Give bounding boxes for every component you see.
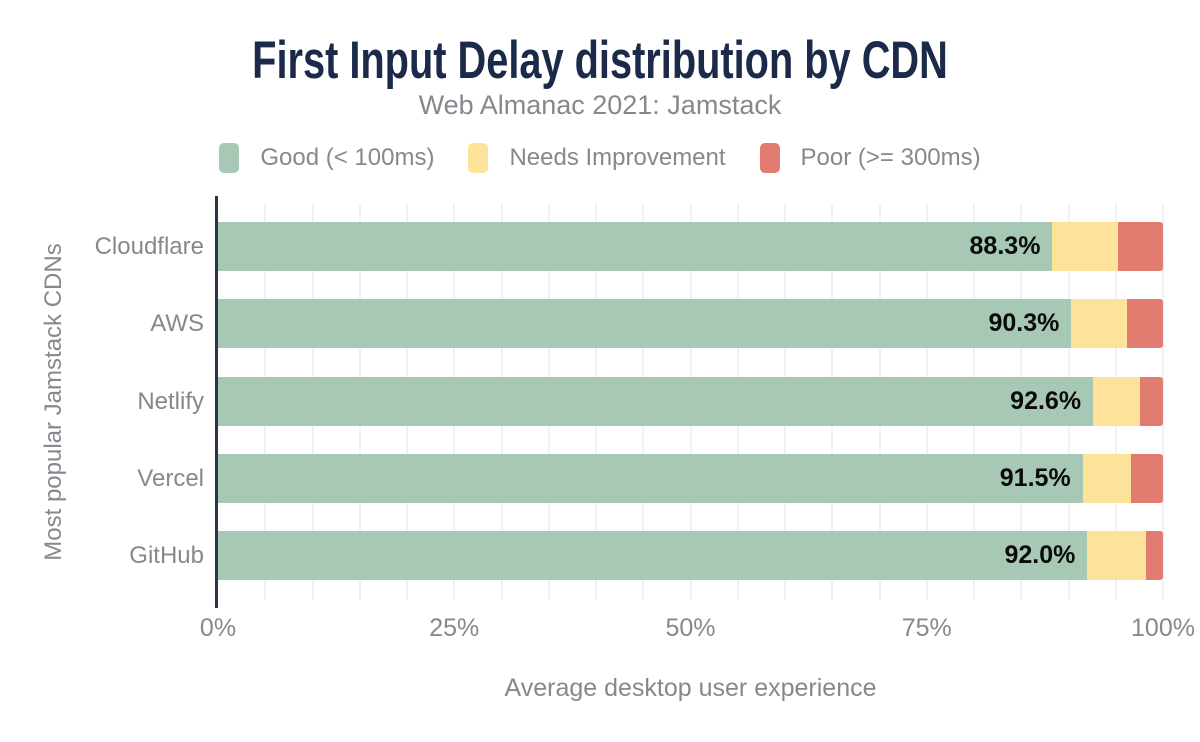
- bar-segment-poor-300ms: [1127, 299, 1163, 348]
- bar-segments: 90.3%: [218, 299, 1163, 348]
- x-axis-tick-label: 50%: [665, 614, 716, 642]
- bar-value-label: 91.5%: [999, 464, 1071, 492]
- bar-segments: 92.0%: [218, 531, 1163, 580]
- bar-value-label: 92.6%: [1010, 387, 1082, 415]
- bar-segment-good-100ms: 90.3%: [218, 299, 1072, 348]
- bar-segment-good-100ms: 88.3%: [218, 222, 1053, 271]
- bar-row-github: GitHub 92.0%: [129, 531, 1163, 580]
- bar-segment-good-100ms: 92.0%: [218, 531, 1088, 580]
- bar-value-label: 88.3%: [969, 232, 1041, 260]
- bar-row-netlify: Netlify 92.6%: [137, 377, 1163, 426]
- x-axis-tick-label: 0%: [199, 614, 237, 642]
- bar-row-aws: AWS 90.3%: [150, 299, 1163, 348]
- legend: Good (< 100ms) Needs Improvement Poor (>= …: [0, 143, 1200, 173]
- bar-segment-needs-improvement: [1087, 531, 1146, 580]
- legend-item-good-100ms: Good (< 100ms): [219, 143, 434, 173]
- x-axis-ticks: 0% 25% 50% 75% 100%: [200, 614, 1195, 646]
- category-label: Netlify: [137, 387, 204, 415]
- plot-area: Cloudflare 88.3% AWS 90.3% Netlify 92.6% Verce…: [95, 204, 1164, 600]
- legend-item-label: Good (< 100ms): [260, 144, 435, 171]
- legend-swatch-icon: [219, 143, 240, 173]
- y-axis-line: [215, 196, 218, 608]
- legend-item-label: Needs Improvement: [509, 144, 726, 171]
- category-label: GitHub: [129, 541, 204, 569]
- bar-segments: 91.5%: [218, 454, 1163, 503]
- category-label: AWS: [150, 309, 204, 337]
- chart-subtitle: Web Almanac 2021: Jamstack: [418, 90, 782, 120]
- bar-segment-good-100ms: 91.5%: [218, 454, 1083, 503]
- bar-segment-poor-300ms: [1145, 531, 1163, 580]
- bar-segment-poor-300ms: [1130, 454, 1163, 503]
- bar-segment-needs-improvement: [1082, 454, 1131, 503]
- legend-item-label: Poor (>= 300ms): [800, 144, 981, 171]
- bar-segment-poor-300ms: [1140, 377, 1163, 426]
- bar-segment-needs-improvement: [1052, 222, 1118, 271]
- bar-segment-poor-300ms: [1117, 222, 1163, 271]
- bar-value-label: 90.3%: [988, 309, 1060, 337]
- legend-item-poor-300ms: Poor (>= 300ms): [759, 143, 981, 173]
- bar-segment-needs-improvement: [1071, 299, 1128, 348]
- legend-swatch-icon: [468, 143, 489, 173]
- bar-segments: 88.3%: [218, 222, 1163, 271]
- x-axis-tick-label: 25%: [429, 614, 480, 642]
- category-label: Vercel: [137, 464, 204, 492]
- bar-segment-needs-improvement: [1093, 377, 1141, 426]
- legend-item-needs-improvement: Needs Improvement: [468, 143, 726, 173]
- bar-segment-good-100ms: 92.6%: [218, 377, 1094, 426]
- bar-row-cloudflare: Cloudflare 88.3%: [95, 222, 1163, 271]
- bar-row-vercel: Vercel 91.5%: [137, 454, 1163, 503]
- bar-segments: 92.6%: [218, 377, 1163, 426]
- gridline: [1162, 204, 1164, 600]
- chart-title: First Input Delay distribution by CDN: [252, 31, 948, 90]
- x-axis-tick-label: 100%: [1131, 614, 1195, 642]
- legend-swatch-icon: [759, 143, 780, 173]
- category-label: Cloudflare: [94, 232, 204, 260]
- x-axis-tick-label: 75%: [901, 614, 952, 642]
- bar-value-label: 92.0%: [1004, 541, 1076, 569]
- x-axis-title: Average desktop user experience: [504, 674, 877, 702]
- y-axis-title: Most popular Jamstack CDNs: [40, 243, 67, 561]
